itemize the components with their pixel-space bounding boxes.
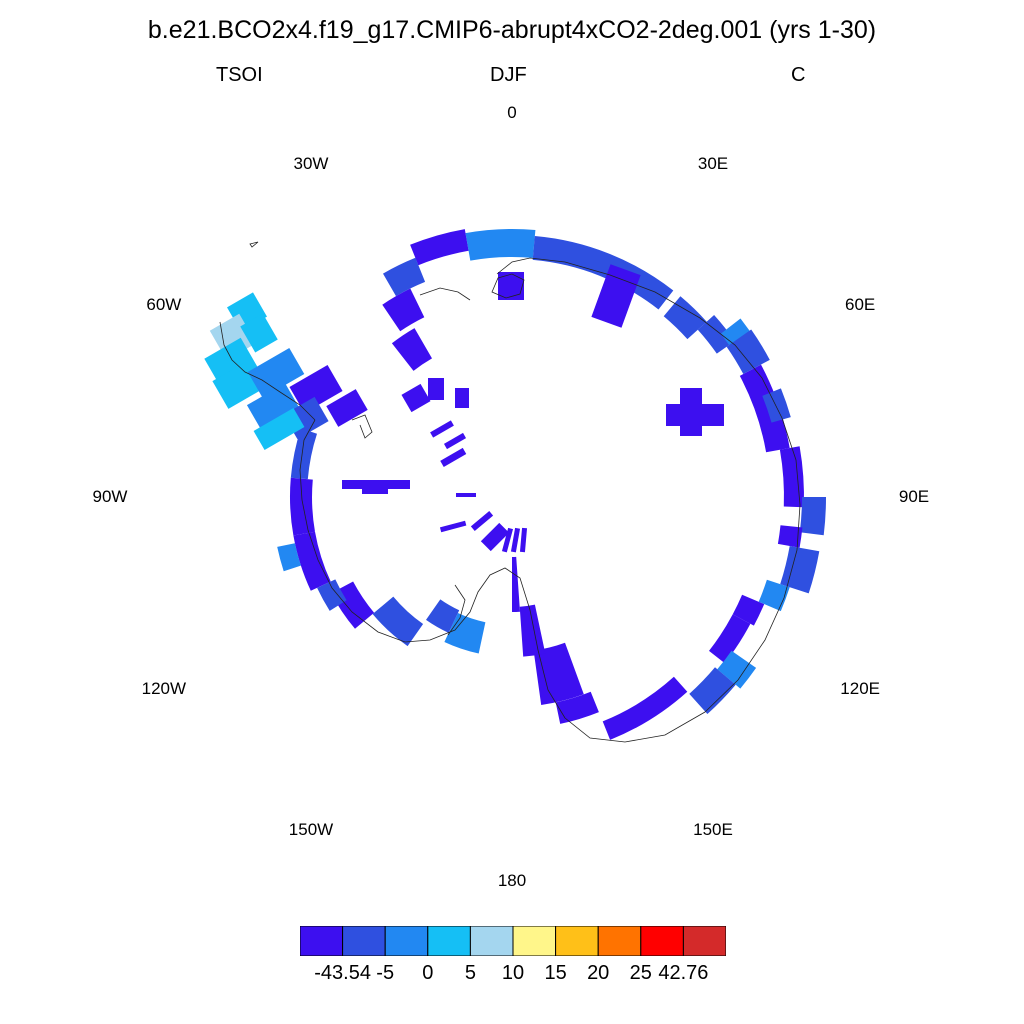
- coastline: [219, 241, 801, 743]
- colorbar-tick-label: 25: [629, 962, 652, 984]
- season-label: DJF: [490, 64, 527, 86]
- colorbar-swatch: [555, 926, 599, 956]
- data-cell: [289, 477, 315, 536]
- data-cell: [512, 556, 520, 612]
- units-label: C: [791, 64, 806, 86]
- data-cell: [293, 531, 331, 591]
- colorbar-tick-label: 0: [422, 962, 434, 984]
- data-cell: [739, 364, 790, 453]
- longitude-label-180: 180: [497, 871, 527, 890]
- data-cell: [799, 497, 827, 536]
- colorbar: [300, 926, 726, 956]
- longitude-label-90e: 90E: [898, 487, 930, 506]
- longitude-label-60e: 60E: [845, 295, 876, 314]
- data-cell: [426, 599, 460, 633]
- data-cell: [372, 596, 424, 647]
- colorbar-swatch: [512, 926, 557, 956]
- data-cell: [555, 691, 599, 724]
- data-cell: [410, 229, 469, 266]
- colorbar-tick-label: 15: [544, 962, 567, 984]
- colorbar-tick-label: 10: [501, 962, 525, 984]
- data-cell: [780, 546, 820, 594]
- data-cell: [602, 676, 688, 740]
- colorbar-swatch: [427, 926, 471, 956]
- longitude-label-60w: 60W: [146, 295, 182, 314]
- colorbar-tick-label: -43.54: [314, 962, 371, 984]
- data-cell: [762, 388, 791, 423]
- colorbar-tick-label: 42.76: [658, 962, 709, 984]
- data-cell: [391, 328, 432, 371]
- interior-data-cells: [342, 264, 724, 553]
- coastal-data-ring: [277, 228, 827, 740]
- data-cell: [709, 614, 751, 664]
- data-cell: [717, 650, 757, 689]
- colorbar-swatch: [682, 926, 726, 956]
- colorbar-swatch: [384, 926, 429, 956]
- longitude-label-90w: 90W: [92, 487, 128, 506]
- data-cell: [732, 594, 765, 626]
- variable-label: TSOI: [216, 64, 263, 86]
- plot-title: b.e21.BCO2x4.f19_g17.CMIP6-abrupt4xCO2-2…: [147, 16, 877, 44]
- colorbar-swatch: [300, 926, 344, 956]
- data-cell: [663, 296, 707, 340]
- data-cell: [382, 288, 425, 332]
- data-cell: [383, 257, 426, 297]
- antarctic-peninsula-data: [204, 292, 368, 451]
- longitude-label-120e: 120E: [840, 679, 880, 698]
- longitude-label-0: 0: [507, 103, 517, 122]
- longitude-label-150e: 150E: [693, 819, 733, 839]
- colorbar-swatch: [469, 926, 514, 956]
- colorbar-tick-label: -5: [376, 962, 395, 984]
- data-cell: [779, 446, 804, 508]
- data-cell: [444, 613, 486, 654]
- longitude-label-30w: 30W: [293, 154, 329, 174]
- longitude-label-150w: 150W: [288, 819, 334, 839]
- data-cell: [533, 642, 584, 705]
- longitude-label-120w: 120W: [141, 679, 187, 698]
- colorbar-tick-label: 20: [587, 962, 610, 984]
- data-cell: [277, 543, 301, 572]
- data-cell: [465, 228, 536, 261]
- data-cell: [697, 315, 735, 354]
- colorbar-swatch: [342, 926, 386, 956]
- colorbar-tick-label: 5: [464, 962, 476, 984]
- data-cell: [689, 667, 736, 714]
- data-cell: [519, 604, 546, 657]
- longitude-label-30e: 30E: [697, 154, 729, 174]
- colorbar-swatch: [640, 926, 684, 956]
- colorbar-swatch: [597, 926, 642, 956]
- data-cell: [290, 428, 317, 480]
- data-cell: [777, 525, 803, 548]
- data-cell: [726, 329, 770, 374]
- data-cell: [317, 579, 347, 611]
